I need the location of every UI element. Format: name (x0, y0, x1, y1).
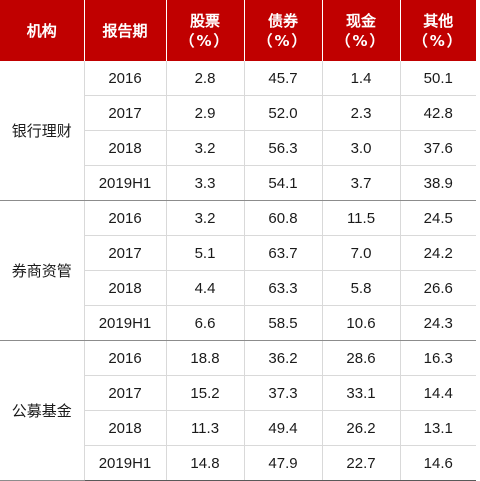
stocks-cell: 14.8 (165, 445, 244, 481)
period-cell: 2018 (83, 130, 166, 166)
table-row: 2018 11.3 49.4 26.2 13.1 (0, 410, 476, 446)
other-cell: 24.3 (399, 305, 476, 341)
bonds-cell: 58.5 (243, 305, 322, 341)
cash-cell: 26.2 (321, 410, 400, 446)
institution-cell: 公募基金 (0, 340, 84, 481)
bonds-cell: 63.7 (243, 235, 322, 271)
table-row: 2018 3.2 56.3 3.0 37.6 (0, 130, 476, 166)
table-row: 2019H1 6.6 58.5 10.6 24.3 (0, 305, 476, 341)
bonds-cell: 54.1 (243, 165, 322, 201)
period-cell: 2019H1 (83, 445, 166, 481)
period-cell: 2018 (83, 410, 166, 446)
other-cell: 13.1 (399, 410, 476, 446)
other-cell: 38.9 (399, 165, 476, 201)
cash-cell: 5.8 (321, 270, 400, 306)
other-cell: 16.3 (399, 340, 476, 376)
period-cell: 2016 (83, 61, 166, 96)
header-institution: 机构 (0, 0, 84, 61)
other-cell: 42.8 (399, 95, 476, 131)
table-row: 券商资管 2016 3.2 60.8 11.5 24.5 (0, 200, 476, 341)
cash-cell: 33.1 (321, 375, 400, 411)
bonds-cell: 56.3 (243, 130, 322, 166)
table-row: 银行理财 2016 2.8 45.7 1.4 50.1 (0, 61, 476, 201)
institution-cell: 银行理财 (0, 61, 84, 201)
header-cash-unit: （%） (335, 31, 387, 50)
header-bonds-label: 债券 (267, 11, 298, 30)
table-row: 2019H1 3.3 54.1 3.7 38.9 (0, 165, 476, 201)
period-cell: 2017 (83, 95, 166, 131)
stocks-cell: 3.3 (165, 165, 244, 201)
other-cell: 26.6 (399, 270, 476, 306)
other-cell: 24.5 (399, 200, 476, 236)
cash-cell: 28.6 (321, 340, 400, 376)
cash-cell: 1.4 (321, 61, 400, 96)
other-cell: 14.4 (399, 375, 476, 411)
table-row: 2018 4.4 63.3 5.8 26.6 (0, 270, 476, 306)
header-stocks: 股票 （%） (165, 0, 244, 61)
stocks-cell: 6.6 (165, 305, 244, 341)
cash-cell: 3.0 (321, 130, 400, 166)
header-other-label: 其他 (423, 11, 454, 30)
bonds-cell: 37.3 (243, 375, 322, 411)
cash-cell: 22.7 (321, 445, 400, 481)
bonds-cell: 45.7 (243, 61, 322, 96)
header-cash: 现金 （%） (321, 0, 400, 61)
cash-cell: 7.0 (321, 235, 400, 271)
bonds-cell: 60.8 (243, 200, 322, 236)
table-row: 公募基金 2016 18.8 36.2 28.6 16.3 (0, 340, 476, 481)
period-cell: 2017 (83, 375, 166, 411)
period-cell: 2019H1 (83, 165, 166, 201)
other-cell: 24.2 (399, 235, 476, 271)
table-header: 机构 报告期 股票 （%） 债券 （%） 现金 （%） 其他 （%） (0, 0, 476, 61)
other-cell: 14.6 (399, 445, 476, 481)
stocks-cell: 2.9 (165, 95, 244, 131)
stocks-cell: 4.4 (165, 270, 244, 306)
cash-cell: 2.3 (321, 95, 400, 131)
bonds-cell: 52.0 (243, 95, 322, 131)
bonds-cell: 36.2 (243, 340, 322, 376)
institution-cell: 券商资管 (0, 200, 84, 341)
table-body: 银行理财 2016 2.8 45.7 1.4 50.1 2017 2.9 52.… (0, 61, 476, 481)
stocks-cell: 3.2 (165, 130, 244, 166)
table-row: 2017 2.9 52.0 2.3 42.8 (0, 95, 476, 131)
cash-cell: 10.6 (321, 305, 400, 341)
period-cell: 2018 (83, 270, 166, 306)
other-cell: 50.1 (399, 61, 476, 96)
bonds-cell: 47.9 (243, 445, 322, 481)
stocks-cell: 5.1 (165, 235, 244, 271)
header-stocks-label: 股票 (189, 11, 220, 30)
header-row: 机构 报告期 股票 （%） 债券 （%） 现金 （%） 其他 （%） (0, 0, 476, 61)
cash-cell: 11.5 (321, 200, 400, 236)
table-row: 2017 5.1 63.7 7.0 24.2 (0, 235, 476, 271)
header-bonds-unit: （%） (257, 31, 309, 50)
header-other-unit: （%） (412, 31, 464, 50)
cash-cell: 3.7 (321, 165, 400, 201)
bonds-cell: 49.4 (243, 410, 322, 446)
stocks-cell: 18.8 (165, 340, 244, 376)
stocks-cell: 3.2 (165, 200, 244, 236)
header-period: 报告期 (83, 0, 166, 61)
period-cell: 2016 (83, 200, 166, 236)
header-stocks-unit: （%） (179, 31, 231, 50)
header-cash-label: 现金 (345, 11, 376, 30)
stocks-cell: 11.3 (165, 410, 244, 446)
period-cell: 2019H1 (83, 305, 166, 341)
stocks-cell: 2.8 (165, 61, 244, 96)
period-cell: 2017 (83, 235, 166, 271)
stocks-cell: 15.2 (165, 375, 244, 411)
bonds-cell: 63.3 (243, 270, 322, 306)
header-other: 其他 （%） (399, 0, 476, 61)
header-bonds: 债券 （%） (243, 0, 322, 61)
table-row: 2017 15.2 37.3 33.1 14.4 (0, 375, 476, 411)
period-cell: 2016 (83, 340, 166, 376)
other-cell: 37.6 (399, 130, 476, 166)
